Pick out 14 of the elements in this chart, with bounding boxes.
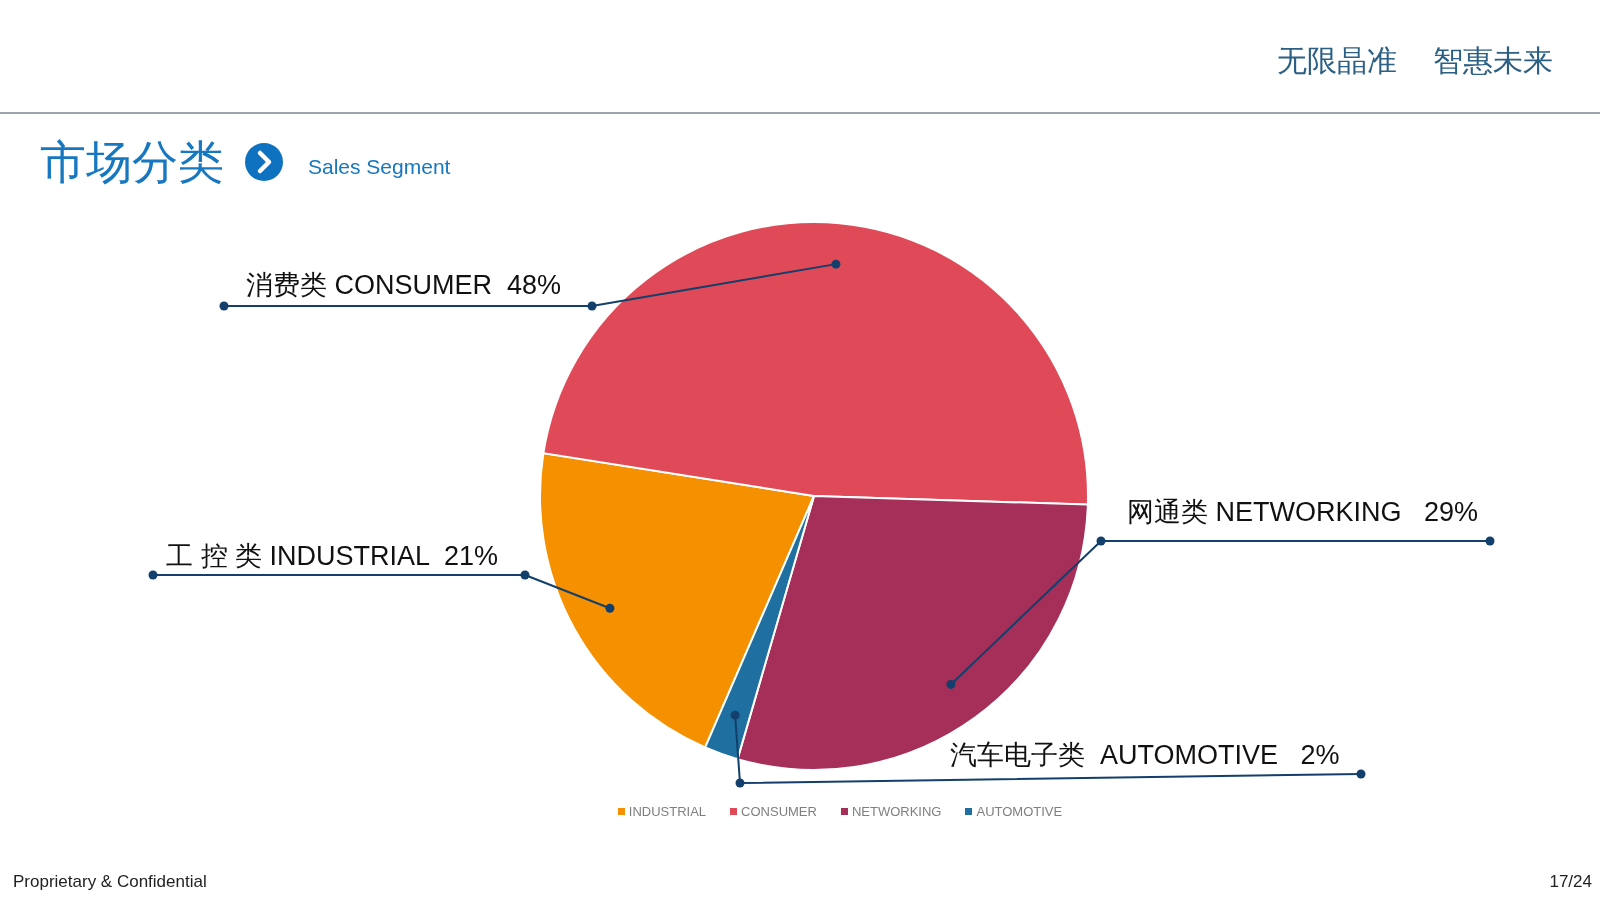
legend-label: AUTOMOTIVE: [976, 804, 1063, 819]
chart-title: 市场分类: [40, 135, 224, 190]
data-label: 消费类 CONSUMER 48%: [246, 270, 562, 300]
data-label: 汽车电子类 AUTOMOTIVE 2%: [950, 740, 1340, 770]
legend-label: NETWORKING: [851, 804, 942, 819]
text: Proprietary & Confidential: [13, 871, 207, 893]
data-label: 工 控 类 INDUSTRIAL 21%: [166, 541, 499, 571]
legend-label: CONSUMER: [741, 804, 817, 819]
data-label: 网通类 NETWORKING 29%: [1127, 497, 1479, 527]
text: 17/24: [1549, 871, 1592, 893]
text: 无限晶准: [1277, 43, 1397, 79]
text: 智惠未来: [1433, 43, 1553, 79]
legend-label: INDUSTRIAL: [628, 804, 707, 819]
chart-subtitle: Sales Segment: [308, 154, 451, 180]
